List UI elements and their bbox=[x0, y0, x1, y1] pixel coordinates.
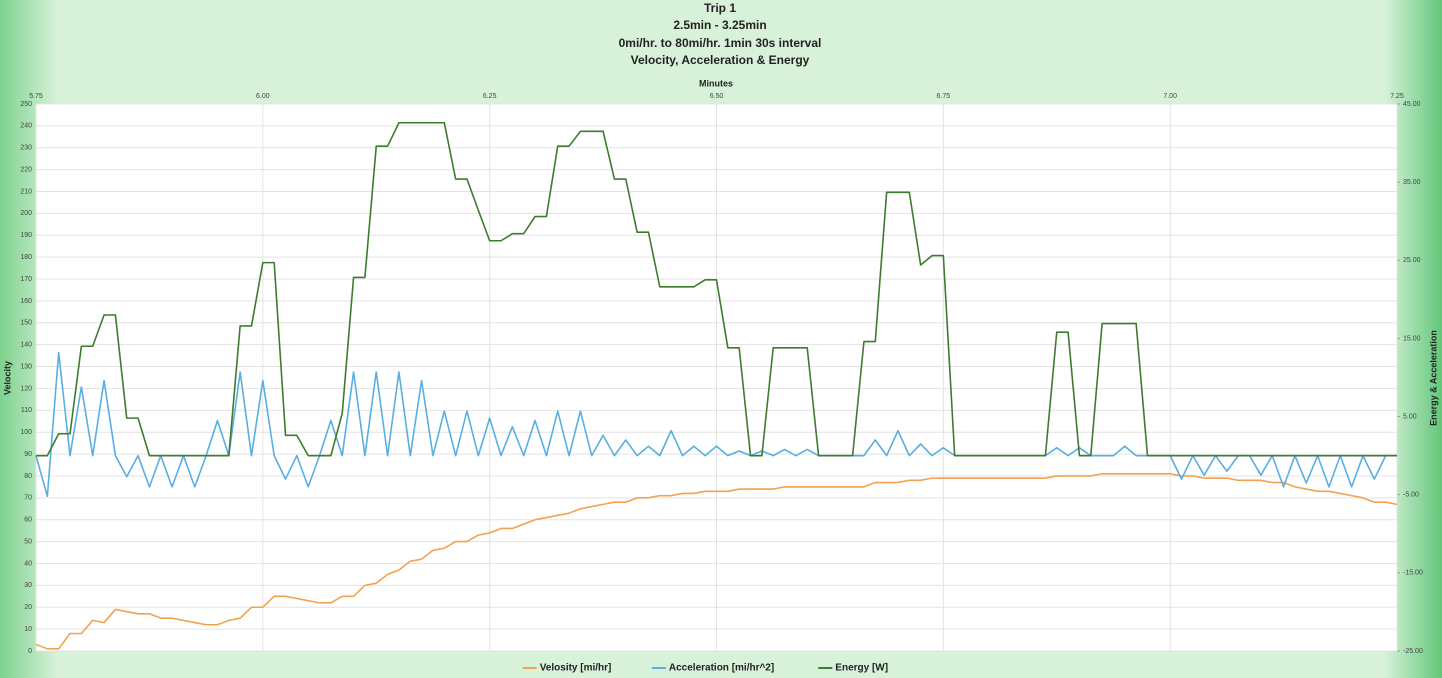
y-tick-label: 250 bbox=[20, 101, 32, 108]
y2-axis-title: Energy & Acceleration bbox=[1428, 330, 1438, 426]
y-tick-label: 170 bbox=[20, 276, 32, 283]
y-tick-label: 80 bbox=[24, 473, 32, 480]
x-tick-label: 6.75 bbox=[937, 93, 951, 100]
series-line bbox=[36, 121, 1397, 457]
chart-subtitle: Velocity, Acceleration & Energy bbox=[631, 53, 810, 67]
x-tick-label: 6.00 bbox=[256, 93, 270, 100]
y2-tick-label: 45.00 bbox=[1403, 101, 1421, 108]
y2-tick-label: 5.00 bbox=[1403, 413, 1417, 420]
y-tick-label: 90 bbox=[24, 451, 32, 458]
y2-tick-label: -5.00 bbox=[1403, 492, 1419, 499]
y-tick-label: 100 bbox=[20, 429, 32, 436]
y-tick-label: 130 bbox=[20, 363, 32, 370]
chart-subtitle: 2.5min - 3.25min bbox=[673, 18, 766, 32]
series-line bbox=[35, 472, 1398, 650]
y-tick-label: 190 bbox=[20, 232, 32, 239]
y-tick-label: 20 bbox=[24, 604, 32, 611]
y2-tick-label: -15.00 bbox=[1403, 570, 1423, 577]
y-tick-label: 200 bbox=[20, 210, 32, 217]
y-tick-label: 60 bbox=[24, 517, 32, 524]
y2-tick-label: 35.00 bbox=[1403, 179, 1421, 186]
y2-tick-label: -25.00 bbox=[1403, 648, 1423, 655]
y-tick-label: 240 bbox=[20, 123, 32, 130]
x-axis-title: Minutes bbox=[699, 78, 733, 88]
chart-title: Trip 1 bbox=[704, 1, 736, 15]
y-tick-label: 0 bbox=[28, 648, 32, 655]
x-tick-label: 7.25 bbox=[1390, 93, 1404, 100]
x-tick-label: 5.75 bbox=[29, 93, 43, 100]
y-tick-label: 30 bbox=[24, 582, 32, 589]
y-tick-label: 10 bbox=[24, 626, 32, 633]
y-tick-label: 210 bbox=[20, 188, 32, 195]
y-tick-label: 70 bbox=[24, 495, 32, 502]
legend-label: Velosity [mi/hr] bbox=[540, 663, 612, 674]
y-tick-label: 220 bbox=[20, 166, 32, 173]
y-tick-label: 150 bbox=[20, 320, 32, 327]
y-tick-label: 110 bbox=[21, 407, 32, 414]
x-tick-label: 6.50 bbox=[710, 93, 724, 100]
y-tick-label: 40 bbox=[24, 560, 32, 567]
x-tick-label: 7.00 bbox=[1163, 93, 1177, 100]
y-tick-label: 120 bbox=[20, 385, 32, 392]
y-tick-label: 230 bbox=[20, 145, 32, 152]
legend-label: Energy [W] bbox=[835, 663, 888, 674]
x-tick-label: 6.25 bbox=[483, 93, 497, 100]
y2-tick-label: 15.00 bbox=[1403, 335, 1421, 342]
y-axis-title: Velocity bbox=[2, 361, 12, 395]
y-tick-label: 180 bbox=[20, 254, 32, 261]
y-tick-label: 160 bbox=[20, 298, 32, 305]
legend-label: Acceleration [mi/hr^2] bbox=[669, 663, 774, 674]
chart-subtitle: 0mi/hr. to 80mi/hr. 1min 30s interval bbox=[619, 36, 822, 50]
y2-tick-label: 25.00 bbox=[1403, 257, 1421, 264]
y-tick-label: 140 bbox=[20, 342, 32, 349]
y-tick-label: 50 bbox=[24, 538, 32, 545]
